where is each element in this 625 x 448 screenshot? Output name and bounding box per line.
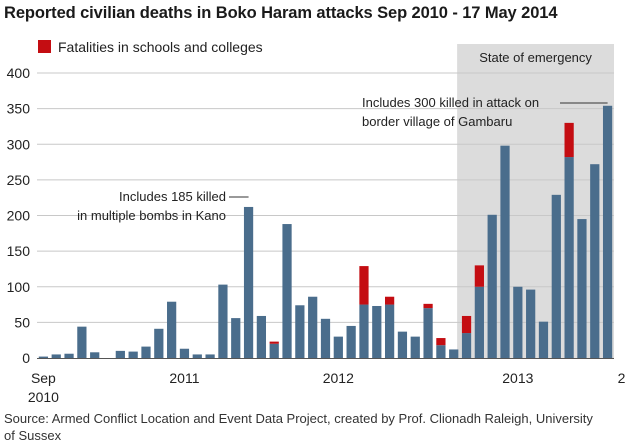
bar <box>564 157 574 358</box>
bar <box>269 343 279 358</box>
bar <box>218 284 228 358</box>
bar <box>359 304 369 358</box>
bar <box>487 214 497 358</box>
bar-schools <box>423 303 433 309</box>
legend-swatch-schools <box>38 40 51 53</box>
bar-schools <box>474 265 484 287</box>
bar <box>461 333 472 358</box>
bar <box>449 349 459 358</box>
bar <box>500 145 510 358</box>
y-tick-label: 300 <box>7 136 31 152</box>
annotation-text: in multiple bombs in Kano <box>77 208 226 223</box>
x-tick-label: 2013 <box>502 370 533 386</box>
annotation-text: border village of Gambaru <box>362 114 512 129</box>
y-tick-label: 350 <box>7 101 31 117</box>
bar <box>90 352 100 358</box>
bar <box>397 331 408 358</box>
bar <box>38 356 49 358</box>
bar <box>577 219 587 358</box>
bar <box>64 353 74 358</box>
bar <box>372 305 382 358</box>
bar <box>410 336 420 358</box>
bar <box>154 328 164 358</box>
bar <box>474 286 484 358</box>
bar <box>256 315 267 358</box>
bar <box>115 350 125 358</box>
x-tick-label: 2012 <box>323 370 354 386</box>
y-tick-label: 400 <box>7 65 31 81</box>
annotation-text: Includes 300 killed in attack on <box>362 95 539 110</box>
bar <box>346 325 356 358</box>
x-tick-label: Sep 2010 <box>28 370 59 405</box>
bar <box>128 351 138 358</box>
bar <box>243 206 254 358</box>
bar <box>551 194 561 358</box>
bar <box>141 346 151 358</box>
bar <box>333 336 343 358</box>
bar-schools <box>436 338 446 346</box>
bar-schools <box>461 315 472 334</box>
chart-title: Reported civilian deaths in Boko Haram a… <box>4 4 558 22</box>
bar <box>282 224 292 358</box>
bar-schools <box>269 341 279 344</box>
bar <box>320 318 331 358</box>
bar <box>384 304 395 358</box>
bar <box>51 354 61 358</box>
y-tick-label: 150 <box>7 243 31 259</box>
bar-schools <box>564 122 574 158</box>
y-tick-label: 100 <box>7 279 31 295</box>
bar-schools <box>384 296 395 305</box>
bar <box>538 321 549 358</box>
legend: Fatalities in schools and colleges <box>38 39 263 55</box>
bar <box>179 348 190 358</box>
shaded-region-label: State of emergency <box>479 50 592 65</box>
bar <box>602 105 613 359</box>
legend-label-schools: Fatalities in schools and colleges <box>58 39 263 55</box>
x-tick-label: 2014 <box>618 370 625 386</box>
x-tick-label: 2011 <box>169 370 199 386</box>
bar <box>192 354 202 358</box>
bar <box>205 354 215 358</box>
bar <box>77 326 87 358</box>
bar <box>513 286 523 358</box>
source-note: Source: Armed Conflict Location and Even… <box>4 411 593 443</box>
bar <box>167 301 177 358</box>
y-tick-label: 0 <box>22 350 30 366</box>
y-tick-label: 250 <box>7 172 31 188</box>
annotation-text: Includes 185 killed <box>119 189 226 204</box>
bar <box>231 318 241 358</box>
y-tick-label: 200 <box>7 208 31 224</box>
bar <box>526 289 536 358</box>
bar <box>590 164 600 358</box>
bar <box>308 296 318 358</box>
y-tick-label: 50 <box>14 314 30 330</box>
bar-schools <box>359 266 369 305</box>
bar <box>436 345 446 358</box>
bar <box>295 305 305 358</box>
bar <box>423 308 433 358</box>
